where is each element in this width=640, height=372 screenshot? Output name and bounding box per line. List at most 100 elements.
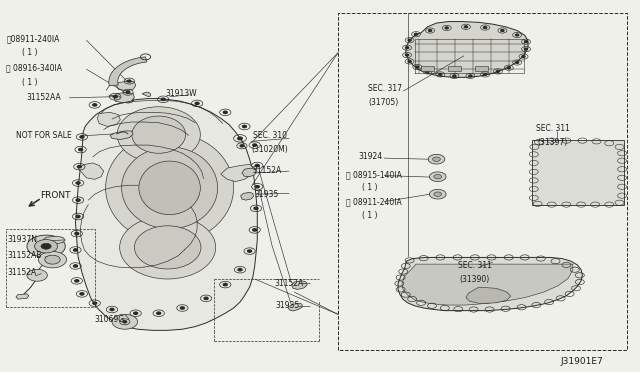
Ellipse shape [134, 226, 201, 269]
Circle shape [255, 164, 259, 167]
Circle shape [126, 91, 130, 93]
Circle shape [79, 148, 83, 151]
Polygon shape [398, 257, 582, 311]
Circle shape [195, 102, 199, 105]
Text: 31152AB: 31152AB [8, 251, 42, 260]
Circle shape [248, 250, 252, 252]
Polygon shape [448, 66, 461, 71]
Circle shape [161, 98, 165, 100]
Polygon shape [27, 235, 65, 257]
Circle shape [469, 75, 472, 77]
Circle shape [408, 39, 411, 41]
Text: ( 1 ): ( 1 ) [22, 48, 37, 57]
Polygon shape [429, 172, 446, 182]
Text: 31152A: 31152A [8, 268, 37, 277]
Text: (31390): (31390) [460, 275, 490, 284]
Text: 31935: 31935 [275, 301, 300, 310]
Circle shape [484, 74, 486, 75]
Text: 31152A: 31152A [274, 279, 303, 288]
Circle shape [415, 33, 417, 35]
Circle shape [76, 182, 80, 184]
Circle shape [516, 62, 518, 63]
Text: 31152AA: 31152AA [27, 93, 61, 102]
Polygon shape [221, 164, 255, 182]
Polygon shape [41, 243, 51, 249]
Polygon shape [242, 168, 256, 177]
Text: SEC. 311: SEC. 311 [458, 262, 492, 270]
Text: 31937N: 31937N [8, 235, 38, 244]
Circle shape [76, 199, 80, 201]
Text: ⓥ 08915-140IA: ⓥ 08915-140IA [346, 170, 401, 179]
Circle shape [93, 302, 97, 304]
Circle shape [76, 215, 80, 218]
Polygon shape [406, 22, 528, 77]
Polygon shape [44, 236, 65, 244]
Circle shape [439, 74, 442, 75]
Polygon shape [433, 157, 440, 161]
Circle shape [127, 80, 131, 82]
Ellipse shape [120, 216, 216, 279]
Circle shape [416, 66, 419, 68]
Circle shape [501, 30, 504, 31]
Circle shape [243, 125, 246, 128]
Text: FRONT: FRONT [40, 191, 70, 200]
Text: (31020M): (31020M) [251, 145, 287, 154]
Polygon shape [109, 57, 147, 86]
Circle shape [238, 137, 243, 140]
Ellipse shape [132, 116, 186, 153]
Polygon shape [16, 294, 29, 299]
Circle shape [74, 249, 77, 251]
Polygon shape [142, 92, 150, 97]
Text: ⓥ 08916-340IA: ⓥ 08916-340IA [6, 64, 63, 73]
Ellipse shape [117, 107, 200, 163]
Circle shape [77, 166, 81, 168]
Circle shape [80, 293, 84, 295]
Polygon shape [421, 66, 434, 71]
Polygon shape [116, 81, 136, 91]
Polygon shape [434, 174, 442, 179]
Circle shape [110, 308, 114, 311]
Polygon shape [434, 192, 442, 196]
Circle shape [223, 283, 227, 286]
Text: NOT FOR SALE: NOT FOR SALE [16, 131, 72, 140]
Polygon shape [45, 255, 60, 264]
Text: J31901E7: J31901E7 [560, 357, 603, 366]
Ellipse shape [122, 147, 218, 229]
Polygon shape [114, 92, 134, 103]
Circle shape [408, 61, 411, 62]
Polygon shape [428, 154, 445, 164]
Circle shape [134, 312, 138, 314]
Circle shape [253, 144, 257, 146]
Circle shape [484, 27, 486, 28]
Circle shape [238, 269, 242, 271]
Circle shape [74, 265, 77, 267]
Text: 31924: 31924 [358, 153, 383, 161]
Ellipse shape [106, 133, 234, 243]
Circle shape [453, 75, 456, 77]
Circle shape [445, 27, 448, 29]
Polygon shape [402, 264, 573, 305]
Circle shape [516, 34, 518, 36]
Circle shape [508, 67, 510, 68]
Polygon shape [97, 112, 120, 126]
Circle shape [80, 136, 84, 138]
Text: ( 1 ): ( 1 ) [362, 183, 377, 192]
Circle shape [75, 280, 79, 282]
Circle shape [525, 41, 527, 42]
Polygon shape [27, 269, 47, 281]
Text: SEC. 310: SEC. 310 [253, 131, 287, 140]
Text: ( 1 ): ( 1 ) [22, 78, 37, 87]
Polygon shape [429, 189, 446, 199]
Ellipse shape [139, 161, 200, 215]
Text: 31069G: 31069G [95, 315, 125, 324]
Text: 31913W: 31913W [165, 89, 196, 98]
Polygon shape [35, 240, 58, 253]
Circle shape [204, 297, 208, 299]
Circle shape [253, 229, 257, 231]
Circle shape [240, 145, 244, 147]
Text: ⓝ08911-240IA: ⓝ08911-240IA [6, 35, 60, 44]
Polygon shape [292, 281, 307, 289]
Circle shape [522, 56, 525, 57]
Polygon shape [76, 99, 257, 330]
Circle shape [254, 207, 258, 209]
